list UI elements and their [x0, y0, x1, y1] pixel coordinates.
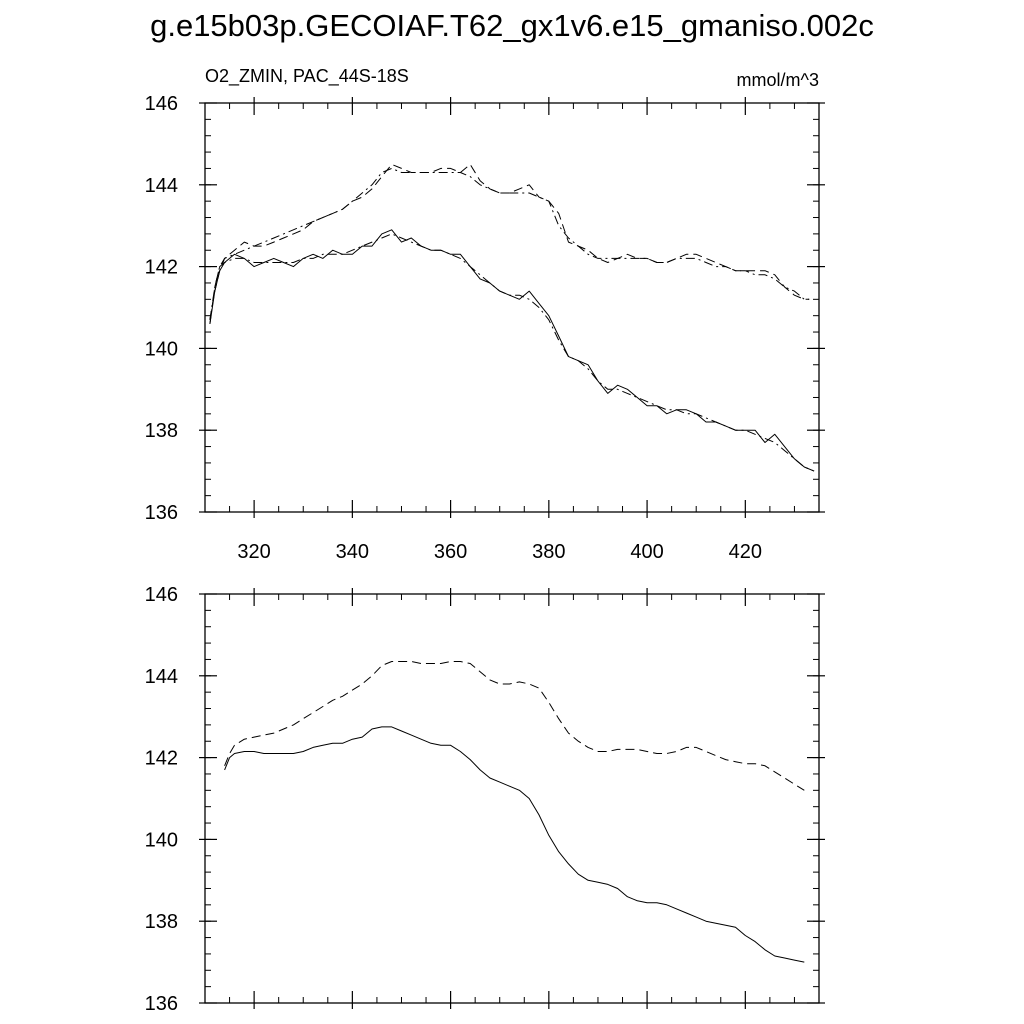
series-line-upper-dashed — [209, 163, 810, 320]
x-tick-label: 340 — [336, 541, 369, 563]
bottom-plot-panel: 136 138 140 142 144 146 — [145, 584, 825, 1015]
x-tick-label: 360 — [434, 541, 467, 563]
y-tick-label: 142 — [145, 257, 178, 279]
units-label: mmol/m^3 — [736, 70, 819, 90]
y-tick-label: 144 — [145, 175, 178, 197]
y-tick-label: 136 — [145, 993, 178, 1015]
x-tick-label: 380 — [532, 541, 565, 563]
x-tick-label: 400 — [630, 541, 663, 563]
y-tick-label: 144 — [145, 666, 178, 688]
y-tick-label: 138 — [145, 420, 178, 442]
series-line-smoothed-dashed — [224, 661, 805, 791]
series-line-smoothed-solid — [224, 726, 805, 963]
y-tick-label: 140 — [145, 829, 178, 851]
variable-region-label: O2_ZMIN, PAC_44S-18S — [205, 66, 409, 86]
series-line-upper-dashdot — [209, 167, 810, 320]
y-tick-label: 146 — [145, 584, 178, 606]
y-tick-label: 142 — [145, 748, 178, 770]
x-tick-label: 320 — [237, 541, 270, 563]
plot-frame — [204, 593, 820, 1004]
top-plot-panel: 136 138 140 142 144 146 320 340 360 380 400 420 — [145, 93, 825, 563]
chart-title: g.e15b03p.GECOIAF.T62_gx1v6.e15_gmaniso.… — [150, 8, 874, 43]
y-tick-label: 140 — [145, 338, 178, 360]
y-tick-label: 146 — [145, 93, 178, 115]
x-tick-label: 420 — [729, 541, 762, 563]
y-tick-label: 136 — [145, 502, 178, 524]
y-tick-label: 138 — [145, 911, 178, 933]
plot-frame — [204, 102, 820, 513]
series-line-lower-dashdot — [209, 233, 815, 472]
